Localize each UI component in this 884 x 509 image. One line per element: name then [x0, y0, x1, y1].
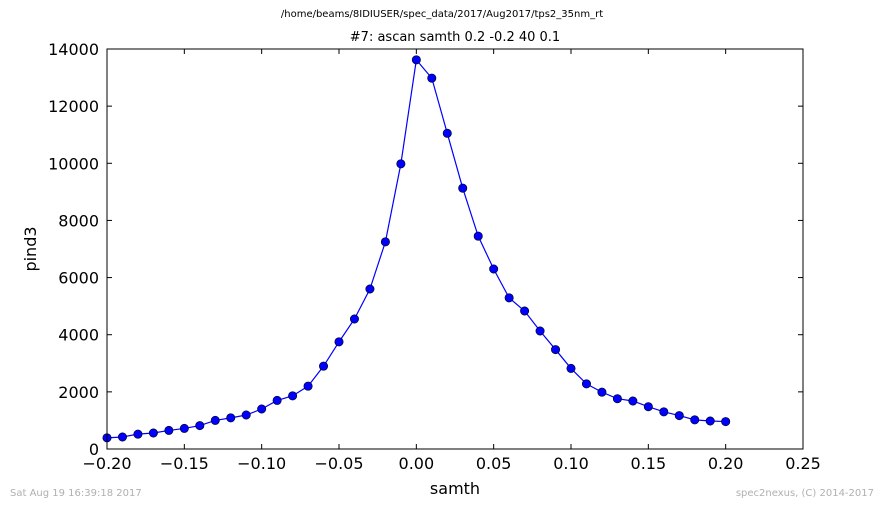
data-point — [195, 421, 205, 431]
y-tick-label: 0 — [89, 440, 99, 459]
data-point — [504, 293, 514, 303]
chart-title: #7: ascan samth 0.2 -0.2 40 0.1 — [349, 30, 561, 45]
y-tick-label: 6000 — [58, 269, 99, 288]
data-point — [117, 432, 127, 442]
series-line — [106, 58, 726, 439]
x-tick-label: 0.05 — [476, 454, 512, 473]
x-tick-label: −0.10 — [237, 454, 286, 473]
x-tick-label: 0.00 — [399, 454, 435, 473]
data-point — [133, 429, 143, 439]
data-point — [226, 413, 236, 423]
series-layer — [102, 55, 731, 443]
data-point — [489, 264, 499, 274]
data-point — [319, 361, 329, 371]
data-point — [643, 402, 653, 412]
y-axis-label: pind3 — [21, 226, 40, 271]
y-tick-label: 2000 — [58, 383, 99, 402]
y-tick-label: 8000 — [58, 211, 99, 230]
data-point — [690, 415, 700, 425]
data-point — [566, 363, 576, 373]
data-point — [148, 428, 158, 438]
data-point — [520, 306, 530, 316]
x-tick-label: 0.10 — [553, 454, 589, 473]
data-point — [288, 391, 298, 401]
data-point — [257, 404, 267, 414]
data-point — [272, 395, 282, 405]
data-point — [411, 55, 421, 65]
data-point — [597, 387, 607, 397]
y-tick-label: 10000 — [48, 154, 99, 173]
y-tick-label: 12000 — [48, 97, 99, 116]
data-point — [164, 425, 174, 435]
plot-frame — [106, 48, 804, 450]
data-point — [551, 345, 561, 355]
data-point — [473, 231, 483, 241]
x-tick-label: −0.15 — [160, 454, 209, 473]
data-point — [241, 410, 251, 420]
data-point — [334, 337, 344, 347]
data-point — [674, 411, 684, 421]
y-tick-label: 4000 — [58, 326, 99, 345]
x-tick-label: 0.15 — [631, 454, 667, 473]
data-point — [705, 416, 715, 426]
x-axis-label: samth — [430, 479, 480, 498]
footer-timestamp: Sat Aug 19 16:39:18 2017 — [10, 488, 142, 499]
data-point — [396, 159, 406, 169]
data-point — [659, 407, 669, 417]
data-point — [612, 394, 622, 404]
data-point — [628, 396, 638, 406]
ticks-layer: −0.20 −0.15 −0.10 −0.05 0.00 0.05 0.10 0.15 0.20… — [48, 40, 821, 473]
data-point — [365, 284, 375, 294]
data-point — [721, 417, 731, 427]
data-point — [458, 183, 468, 193]
data-point — [442, 128, 452, 138]
data-point — [427, 73, 437, 83]
data-point — [581, 379, 591, 389]
data-point — [179, 423, 189, 433]
data-point — [349, 314, 359, 324]
data-point — [303, 381, 313, 391]
footer-credit: spec2nexus, (C) 2014-2017 — [735, 488, 874, 499]
x-tick-label: 0.25 — [785, 454, 821, 473]
x-tick-label: −0.20 — [82, 454, 131, 473]
x-tick-label: −0.05 — [314, 454, 363, 473]
x-tick-label: 0.20 — [708, 454, 744, 473]
data-point — [535, 326, 545, 336]
data-point — [380, 237, 390, 247]
y-tick-label: 14000 — [48, 40, 99, 59]
figure-suptitle: /home/beams/8IDIUSER/spec_data/2017/Aug2… — [280, 9, 604, 20]
data-point — [210, 415, 220, 425]
